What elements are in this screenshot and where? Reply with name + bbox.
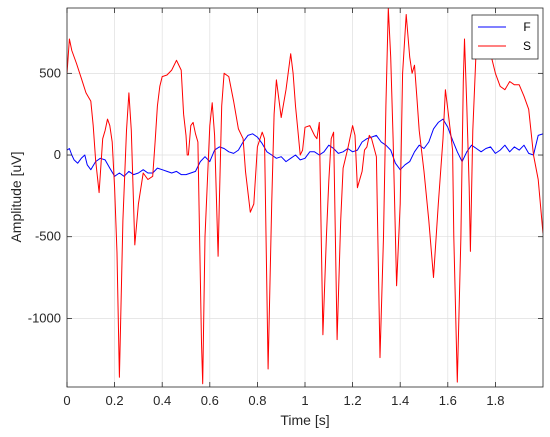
x-tick-label: 0.6 <box>201 393 219 408</box>
y-tick-label: 0 <box>54 147 61 162</box>
legend-box <box>471 14 539 60</box>
x-axis-ticks: 0 0.2 0.4 0.6 0.8 1 1.2 1.4 1.6 1.8 <box>63 8 504 408</box>
y-tick-label: -1000 <box>28 310 61 325</box>
legend: F S <box>471 14 539 60</box>
series-lines <box>67 8 543 385</box>
x-axis-label: Time [s] <box>280 412 329 428</box>
x-tick-label: 0.8 <box>248 393 266 408</box>
series-line-s <box>67 8 543 385</box>
x-tick-label: 0 <box>63 393 70 408</box>
x-tick-label: 1 <box>301 393 308 408</box>
y-axis-label: Amplitude [uV] <box>8 151 24 242</box>
x-tick-label: 0.4 <box>153 393 171 408</box>
x-tick-label: 1.8 <box>486 393 504 408</box>
y-tick-label: -500 <box>35 229 61 244</box>
y-tick-label: 500 <box>39 65 61 80</box>
legend-label-f: F <box>523 20 530 34</box>
x-tick-label: 1.4 <box>391 393 409 408</box>
series-line-f <box>67 118 543 177</box>
x-tick-label: 0.2 <box>106 393 124 408</box>
legend-label-s: S <box>523 39 531 53</box>
y-axis-ticks: 500 0 -500 -1000 <box>28 65 543 325</box>
x-tick-label: 1.6 <box>439 393 457 408</box>
x-tick-label: 1.2 <box>344 393 362 408</box>
